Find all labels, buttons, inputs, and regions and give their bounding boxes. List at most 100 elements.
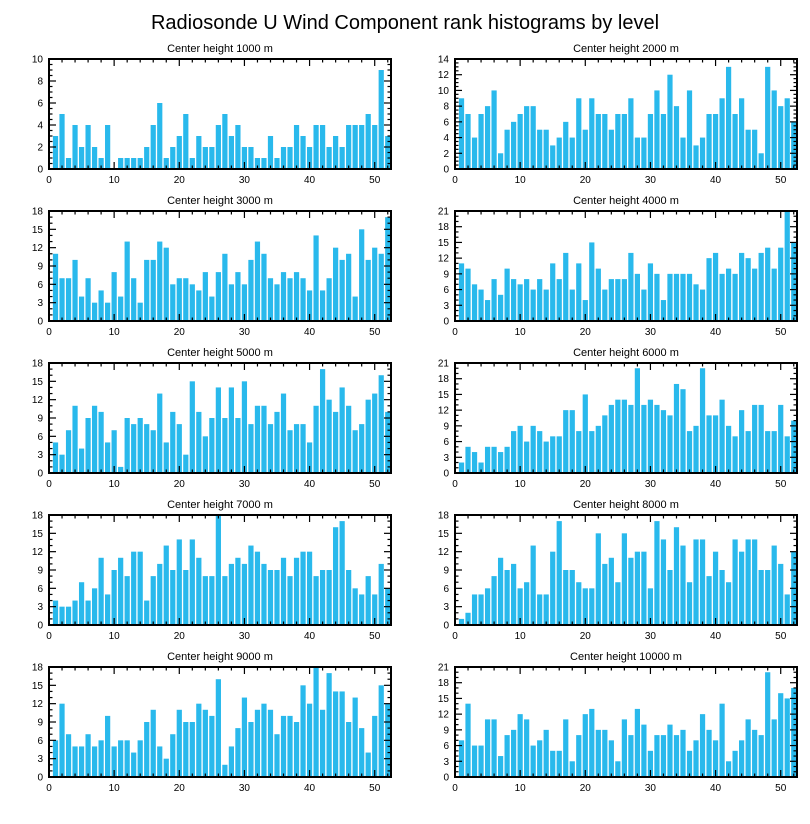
x-tick-label: 30 — [239, 175, 251, 186]
y-tick-label: 9 — [37, 262, 43, 273]
bar — [758, 570, 764, 625]
y-tick-label: 10 — [32, 55, 44, 66]
bar — [634, 551, 640, 625]
bars — [458, 368, 797, 473]
bar — [602, 563, 608, 625]
bar — [241, 147, 248, 169]
x-tick-label: 40 — [710, 479, 722, 490]
bar — [641, 404, 647, 473]
bar — [569, 570, 575, 625]
x-tick-labels: 0 10 20 30 40 50 — [46, 327, 380, 338]
bar — [222, 764, 228, 777]
y-tick-label: 9 — [443, 566, 449, 577]
y-tick-label: 12 — [438, 70, 450, 81]
panel-title: Center height 6000 m — [573, 347, 679, 359]
bar — [150, 259, 156, 321]
plot-frame — [48, 210, 392, 322]
bar — [85, 125, 91, 169]
x-tick-label: 0 — [46, 631, 52, 642]
bar — [621, 533, 627, 625]
bar — [471, 594, 478, 625]
bar — [732, 273, 738, 321]
bar — [254, 405, 261, 473]
bar — [589, 708, 595, 777]
y-tick-labels: 0 3 6 9 12 15 18 — [32, 663, 44, 784]
bar — [215, 679, 221, 777]
bar — [543, 129, 549, 169]
bar — [778, 404, 784, 473]
bar — [267, 709, 274, 777]
bar — [300, 551, 306, 625]
bar — [530, 745, 536, 777]
bar — [595, 114, 601, 169]
bar — [471, 452, 478, 473]
bar — [72, 600, 78, 625]
panel-chart-center-height-1000-m: Center height 1000 m 0 2 4 6 8 10 0 10 20 30 40 50 — [32, 43, 392, 186]
bar — [621, 399, 627, 473]
bar — [196, 290, 202, 321]
y-tick-labels: 0 3 6 9 12 15 18 21 — [438, 359, 450, 480]
bar — [91, 746, 98, 777]
bar — [569, 410, 575, 473]
x-tick-label: 20 — [174, 479, 186, 490]
bar — [91, 147, 98, 169]
bar — [196, 411, 202, 473]
y-tick-label: 6 — [443, 117, 449, 128]
bar — [176, 136, 182, 169]
x-tick-label: 20 — [580, 175, 592, 186]
bar — [739, 551, 745, 625]
x-tick-label: 30 — [239, 327, 251, 338]
bar — [346, 253, 352, 321]
bar — [745, 258, 751, 321]
bar — [202, 576, 208, 625]
bar — [359, 594, 365, 625]
bar — [241, 697, 248, 777]
x-tick-label: 50 — [369, 175, 381, 186]
bar — [608, 404, 614, 473]
bar — [261, 158, 267, 169]
bar — [313, 576, 319, 625]
x-tick-label: 10 — [515, 479, 527, 490]
y-tick-label: 0 — [443, 773, 449, 784]
bar — [465, 612, 471, 625]
y-tick-label: 6 — [37, 432, 43, 443]
bar — [537, 279, 543, 321]
bar — [699, 539, 706, 625]
bar — [319, 709, 326, 777]
bar — [65, 606, 72, 625]
y-tick-label: 3 — [443, 602, 449, 613]
bar — [280, 147, 287, 169]
bar — [530, 289, 536, 321]
bar — [752, 129, 758, 169]
bar — [719, 570, 725, 625]
bar — [563, 410, 569, 473]
bar — [686, 750, 693, 777]
bars — [52, 369, 391, 473]
bar — [137, 158, 143, 169]
bar — [78, 746, 85, 777]
bar — [660, 114, 667, 169]
x-tick-label: 30 — [645, 175, 657, 186]
bar — [634, 368, 640, 473]
bar — [254, 241, 261, 321]
x-tick-label: 20 — [580, 479, 592, 490]
y-tick-label: 12 — [438, 406, 450, 417]
bar — [65, 734, 72, 777]
bar — [471, 745, 478, 777]
bar — [680, 273, 686, 321]
y-tick-label: 2 — [37, 143, 43, 154]
x-tick-label: 10 — [109, 631, 121, 642]
y-tick-label: 15 — [32, 529, 44, 540]
bar — [300, 424, 306, 473]
bar — [293, 125, 300, 169]
bar — [484, 588, 491, 625]
y-tick-label: 12 — [32, 243, 44, 254]
bar — [209, 418, 215, 473]
bar — [569, 761, 575, 777]
bar — [680, 137, 686, 169]
bar — [739, 252, 745, 321]
bar — [556, 137, 562, 169]
bar — [254, 709, 261, 777]
bar — [543, 441, 549, 473]
bar — [59, 278, 65, 321]
